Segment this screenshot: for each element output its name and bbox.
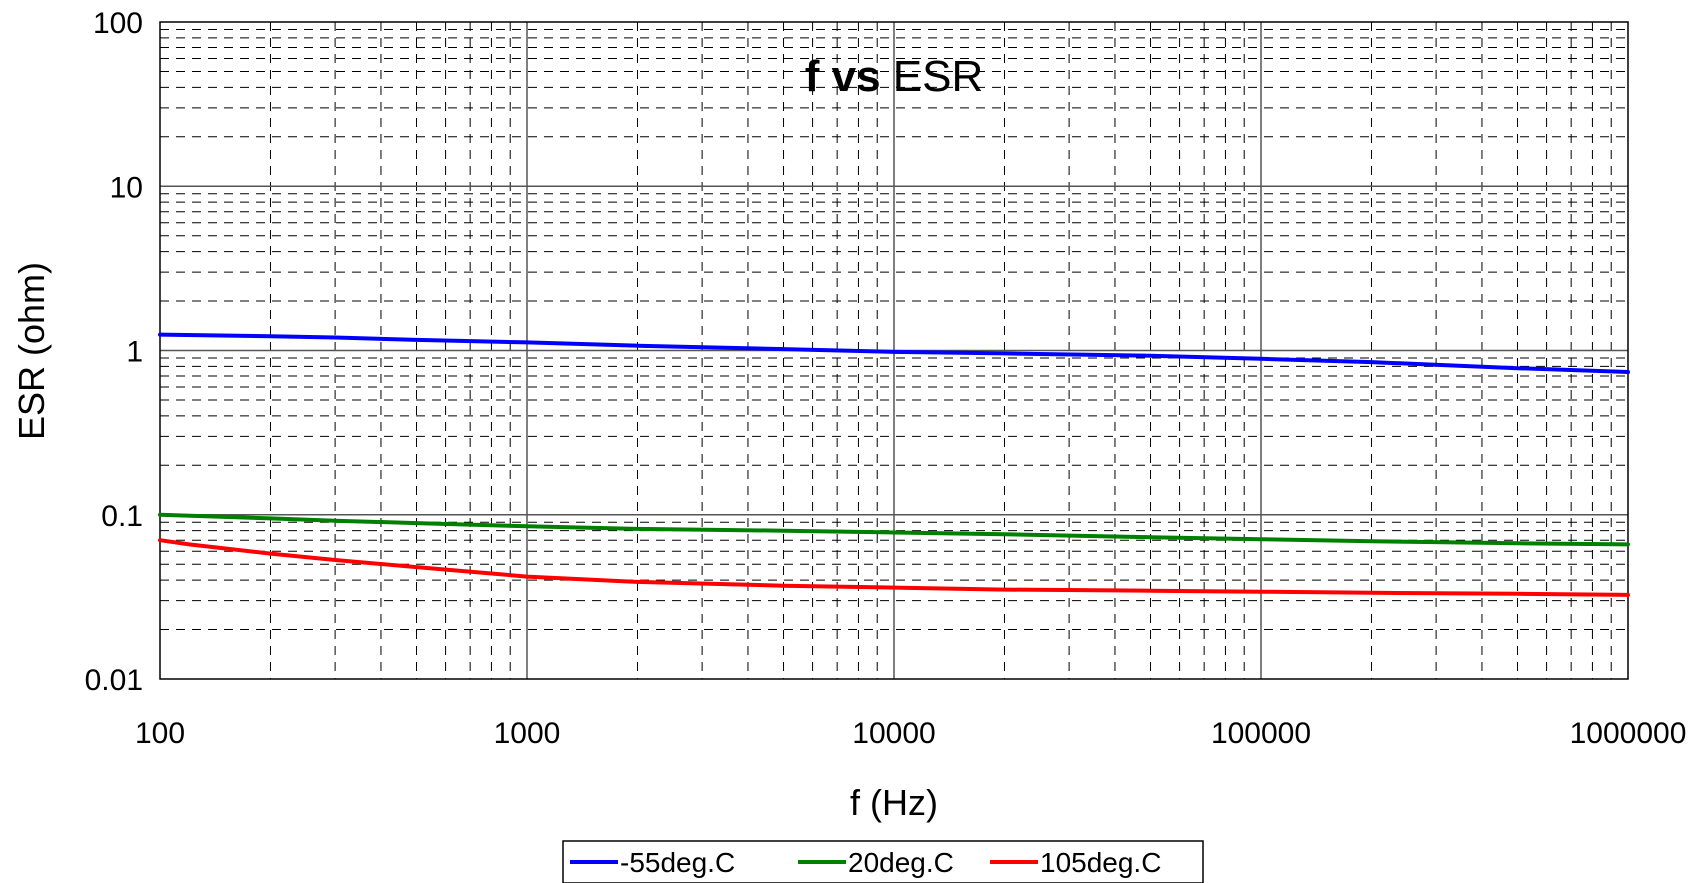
series-line-0 (158, 332, 1630, 374)
x-tick-labels: 100 1000 10000 100000 1000000 (135, 717, 1686, 750)
minor-gridlines (160, 22, 1628, 679)
x-tick-label: 1000000 (1570, 717, 1687, 750)
legend-items: -55deg.C 20deg.C 105deg.C (570, 847, 1161, 878)
y-tick-labels: 0.01 0.1 1 10 100 (85, 7, 143, 697)
chart-title-rest: ESR (893, 52, 983, 101)
y-tick-label: 0.01 (85, 664, 143, 697)
y-axis-label: ESR (ohm) (11, 262, 52, 440)
plot-area-border (159, 21, 1629, 680)
x-tick-label: 100000 (1211, 717, 1311, 750)
legend-label-0: -55deg.C (620, 847, 735, 878)
y-tick-label: 100 (93, 7, 143, 40)
legend-label-2: 105deg.C (1040, 847, 1161, 878)
y-tick-label: 10 (110, 171, 143, 204)
x-tick-label: 100 (135, 717, 185, 750)
legend-box (562, 840, 1204, 883)
x-tick-label: 10000 (852, 717, 935, 750)
y-tick-label: 0.1 (101, 500, 143, 533)
x-axis-label: f (Hz) (850, 782, 938, 823)
series-line-1 (158, 512, 1630, 547)
y-tick-label: 1 (126, 336, 143, 369)
chart-title: f vs ESR (805, 52, 984, 101)
major-gridlines (160, 22, 1628, 679)
series-lines (158, 332, 1630, 597)
legend: -55deg.C 20deg.C 105deg.C (562, 840, 1204, 883)
chart-title-bold: f vs (805, 52, 881, 101)
x-tick-label: 1000 (494, 717, 561, 750)
legend-label-1: 20deg.C (848, 847, 954, 878)
series-line-2 (158, 538, 1630, 597)
